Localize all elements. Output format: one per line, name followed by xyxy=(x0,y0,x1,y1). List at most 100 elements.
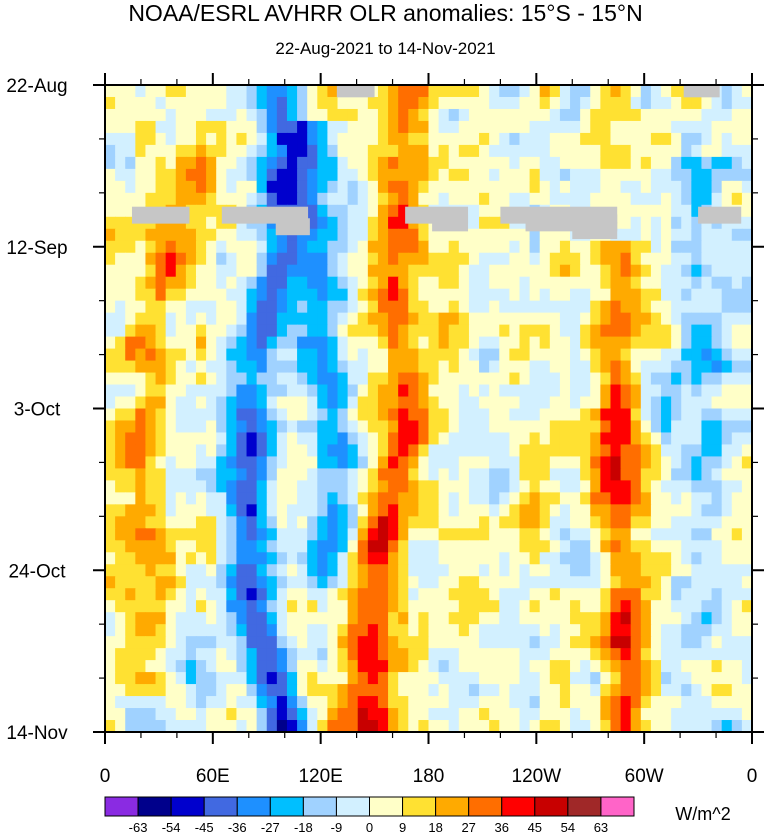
anomaly-cell xyxy=(458,96,470,110)
anomaly-cell xyxy=(671,516,682,529)
anomaly-cell xyxy=(256,492,268,505)
anomaly-cell xyxy=(398,108,409,122)
anomaly-cell xyxy=(691,600,703,613)
anomaly-cell xyxy=(630,576,642,589)
anomaly-cell xyxy=(620,348,632,362)
anomaly-cell xyxy=(681,684,692,697)
anomaly-cell xyxy=(276,156,288,170)
anomaly-cell xyxy=(741,444,753,458)
anomaly-cell xyxy=(327,204,339,218)
anomaly-cell xyxy=(357,312,369,326)
anomaly-cell xyxy=(388,444,399,458)
anomaly-cell xyxy=(499,552,510,565)
anomaly-cell xyxy=(418,144,430,158)
anomaly-cell xyxy=(509,360,521,374)
anomaly-cell xyxy=(610,252,622,266)
anomaly-cell xyxy=(195,588,207,601)
anomaly-cell xyxy=(600,276,612,290)
anomaly-cell xyxy=(377,264,389,278)
anomaly-cell xyxy=(185,168,197,182)
anomaly-cell xyxy=(367,360,379,374)
anomaly-cell xyxy=(580,192,591,206)
anomaly-cell xyxy=(367,540,379,553)
anomaly-cell xyxy=(428,360,440,374)
anomaly-cell xyxy=(711,96,723,110)
anomaly-cell xyxy=(671,324,682,338)
missing-data-box xyxy=(275,218,310,236)
anomaly-cell xyxy=(509,180,521,194)
anomaly-cell xyxy=(559,588,571,601)
anomaly-cell xyxy=(590,276,601,290)
anomaly-cell xyxy=(499,348,510,362)
anomaly-cell xyxy=(458,480,470,493)
anomaly-cell xyxy=(266,504,278,517)
anomaly-cell xyxy=(519,468,531,481)
anomaly-cell xyxy=(630,444,642,458)
anomaly-cell xyxy=(499,504,510,517)
anomaly-cell xyxy=(377,156,389,170)
anomaly-cell xyxy=(337,492,349,505)
anomaly-cell xyxy=(286,540,298,553)
anomaly-cell xyxy=(377,444,389,458)
anomaly-cell xyxy=(216,348,227,362)
anomaly-cell xyxy=(731,588,743,601)
anomaly-cell xyxy=(185,384,197,398)
anomaly-cell xyxy=(327,288,339,302)
anomaly-cell xyxy=(317,384,329,398)
anomaly-cell xyxy=(650,528,662,541)
anomaly-cell xyxy=(458,468,470,481)
anomaly-cell xyxy=(195,348,207,362)
anomaly-cell xyxy=(246,360,258,374)
anomaly-cell xyxy=(741,588,753,601)
anomaly-cell xyxy=(570,672,581,685)
anomaly-cell xyxy=(165,360,177,374)
anomaly-cell xyxy=(206,96,217,110)
anomaly-cell xyxy=(489,420,500,434)
anomaly-cell xyxy=(226,468,238,481)
anomaly-cell xyxy=(701,420,713,434)
anomaly-cell xyxy=(448,600,460,613)
anomaly-cell xyxy=(519,180,531,194)
anomaly-cell xyxy=(327,276,339,290)
anomaly-cell xyxy=(539,516,551,529)
anomaly-cell xyxy=(570,480,581,493)
anomaly-cell xyxy=(479,288,490,302)
anomaly-cell xyxy=(105,85,116,98)
anomaly-cell xyxy=(549,348,561,362)
anomaly-cell xyxy=(448,372,460,386)
anomaly-cell xyxy=(691,504,703,517)
anomaly-cell xyxy=(276,528,288,541)
anomaly-cell xyxy=(135,516,147,529)
anomaly-cell xyxy=(448,348,460,362)
anomaly-cell xyxy=(549,312,561,326)
anomaly-cell xyxy=(539,420,551,434)
anomaly-cell xyxy=(580,540,591,553)
anomaly-cell xyxy=(671,252,682,266)
anomaly-cell xyxy=(479,540,490,553)
anomaly-cell xyxy=(276,456,288,470)
anomaly-cell xyxy=(307,360,318,374)
anomaly-cell xyxy=(681,396,692,410)
anomaly-cell xyxy=(661,516,672,529)
anomaly-cell xyxy=(398,624,409,637)
anomaly-cell xyxy=(509,540,521,553)
anomaly-cell xyxy=(367,552,379,565)
anomaly-cell xyxy=(145,348,157,362)
anomaly-cell xyxy=(479,504,490,517)
anomaly-cell xyxy=(125,300,136,314)
anomaly-cell xyxy=(317,456,329,470)
anomaly-cell xyxy=(226,624,238,637)
anomaly-cell xyxy=(317,85,329,98)
anomaly-cell xyxy=(276,612,288,625)
anomaly-cell xyxy=(155,252,167,266)
anomaly-cell xyxy=(711,192,723,206)
anomaly-cell xyxy=(590,288,601,302)
anomaly-cell xyxy=(185,528,197,541)
anomaly-cell xyxy=(731,624,743,637)
anomaly-cell xyxy=(246,372,258,386)
anomaly-cell xyxy=(701,288,713,302)
anomaly-cell xyxy=(691,588,703,601)
anomaly-cell xyxy=(256,696,268,709)
anomaly-cell xyxy=(246,168,258,182)
anomaly-cell xyxy=(115,600,126,613)
